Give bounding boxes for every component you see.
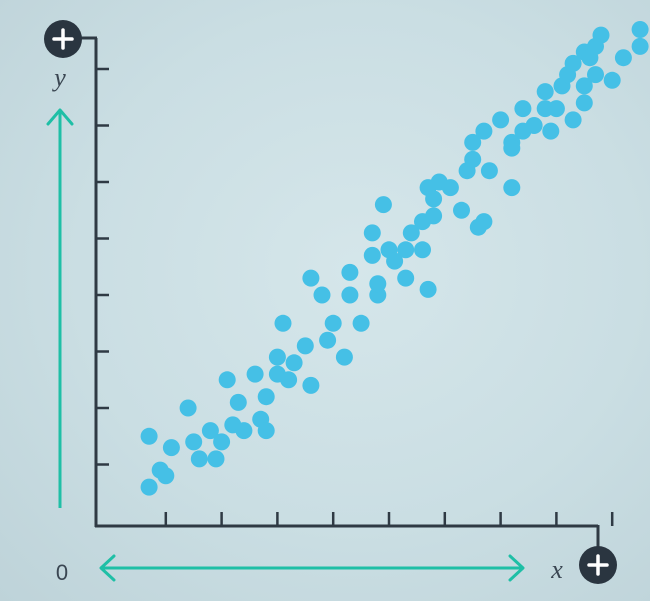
data-point [274,314,292,332]
data-point [162,439,180,457]
x-axis-plus-button[interactable] [579,546,617,584]
plus-icon [52,28,74,50]
data-point [140,478,158,496]
data-point [324,314,342,332]
data-point [503,179,521,197]
data-point [201,422,219,440]
data-point [374,196,392,214]
data-point [453,201,470,219]
data-point [257,422,275,440]
data-point [536,83,554,101]
x-axis-label: x [550,555,563,584]
data-point [492,111,510,129]
data-point [475,122,493,140]
data-point [464,133,482,151]
data-point [525,117,543,134]
data-point [575,94,593,112]
data-point [419,280,437,298]
data-point [542,122,560,140]
plus-icon [587,554,609,576]
data-point [363,246,381,264]
data-point [369,275,387,293]
data-point [246,365,264,383]
data-point [514,100,532,118]
data-point [464,150,482,168]
data-point [575,77,593,95]
x-direction-arrow [99,554,525,582]
data-point [313,286,331,304]
data-point [341,263,359,281]
data-point [229,393,247,411]
data-point [631,21,649,38]
data-point [414,241,431,259]
data-point [352,314,370,332]
data-point [207,450,225,468]
data-point [363,224,381,242]
data-point [257,388,275,406]
data-point [631,37,649,55]
data-point [190,450,208,468]
data-point [319,331,337,349]
data-point [179,399,197,417]
origin-label: 0 [56,560,68,585]
data-point [185,433,203,451]
data-point [441,179,459,197]
data-point [386,252,404,270]
data-point [285,354,303,372]
data-point [335,348,353,366]
data-point [480,162,498,180]
data-point [218,371,236,389]
data-points [140,21,649,496]
data-point [140,427,158,445]
data-point [564,54,582,72]
data-point [302,269,320,287]
axis-ticks [96,67,614,526]
data-point [397,269,415,287]
data-point [280,371,298,389]
data-point [603,71,621,89]
data-point [469,218,487,236]
data-point [503,139,521,157]
data-point [213,433,231,451]
data-point [587,37,604,55]
data-point [587,66,604,84]
y-axis-label: y [51,63,66,92]
data-point [564,111,582,129]
data-point [302,376,320,394]
data-point [547,100,565,118]
data-point [157,467,175,485]
y-direction-arrow [46,108,74,508]
data-point [402,224,420,242]
data-point [614,49,632,67]
data-point [296,337,314,355]
data-point [235,422,253,440]
data-point [268,348,286,366]
data-point [425,207,443,225]
y-axis-plus-button[interactable] [44,20,82,58]
data-point [397,241,415,259]
data-point [341,286,359,304]
data-point [425,190,443,208]
